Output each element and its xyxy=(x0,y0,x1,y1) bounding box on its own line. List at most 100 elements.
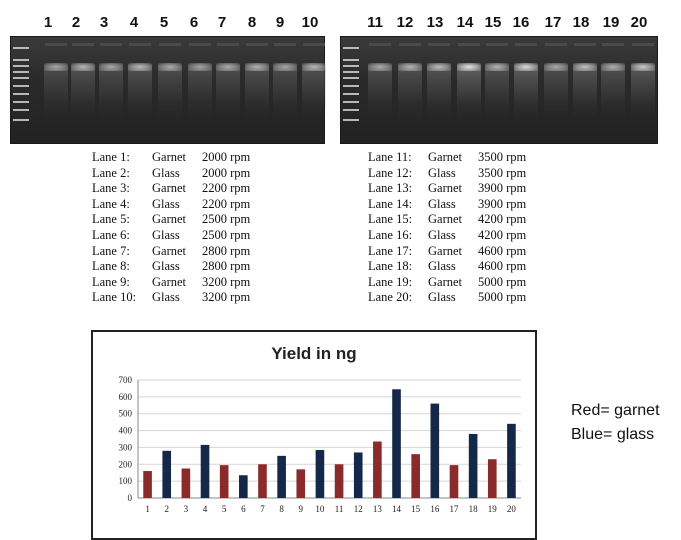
legend-speed: 4200 rpm xyxy=(478,227,527,242)
lane-number: 1 xyxy=(43,14,53,31)
bar xyxy=(296,469,306,498)
gel-well xyxy=(399,43,421,46)
gel-well xyxy=(274,43,296,46)
legend-row: Lane 12: Glass 3500 rpm xyxy=(368,166,526,182)
legend-material: Glass xyxy=(428,196,456,211)
lane-number: 8 xyxy=(247,14,257,31)
gel-image-right xyxy=(340,36,658,144)
legend-speed: 3500 rpm xyxy=(478,150,527,164)
lane-number: 18 xyxy=(572,14,590,31)
bar xyxy=(143,471,152,498)
gel-band xyxy=(273,63,297,71)
ladder-band xyxy=(13,65,29,67)
gel-band xyxy=(573,63,597,71)
ladder-band xyxy=(13,71,29,73)
bar xyxy=(487,459,497,498)
bar xyxy=(430,403,440,498)
x-tick-label: 17 xyxy=(449,504,459,514)
gel-well xyxy=(217,43,239,46)
legend-speed: 2500 rpm xyxy=(202,212,251,227)
legend-row: Lane 15: Garnet 4200 rpm xyxy=(368,212,526,228)
legend-row: Lane 20: Glass 5000 rpm xyxy=(368,290,526,306)
gel-smear xyxy=(544,69,568,119)
legend-material: Glass xyxy=(428,165,456,180)
x-tick-label: 14 xyxy=(392,504,402,514)
ladder-band xyxy=(13,109,29,111)
lane-number: 14 xyxy=(456,14,474,31)
lane-number: 20 xyxy=(630,14,648,31)
ladder-band xyxy=(343,101,359,103)
legend-lane: Lane 15: xyxy=(368,212,413,227)
x-tick-label: 5 xyxy=(222,504,227,514)
gel-well xyxy=(303,43,325,46)
legend-speed: 2200 rpm xyxy=(202,196,251,211)
gel-band xyxy=(544,63,568,71)
lane-number: 15 xyxy=(484,14,502,31)
bar xyxy=(411,454,420,498)
gel-smear xyxy=(485,69,509,119)
gel-image-left xyxy=(10,36,326,144)
legend-material: Glass xyxy=(428,290,456,305)
gel-band xyxy=(158,63,182,71)
legend-lane: Lane 6: xyxy=(92,227,130,242)
y-tick-label: 300 xyxy=(119,442,133,452)
legend-speed: 5000 rpm xyxy=(478,290,527,305)
legend-speed: 2200 rpm xyxy=(202,181,251,196)
ladder-band xyxy=(343,109,359,111)
ladder-band xyxy=(13,119,29,121)
ladder-band xyxy=(343,93,359,95)
legend-speed: 2500 rpm xyxy=(202,227,251,242)
legend-material: Glass xyxy=(428,227,456,242)
x-tick-label: 18 xyxy=(469,504,479,514)
legend-material: Glass xyxy=(152,165,180,180)
legend-speed: 2000 rpm xyxy=(202,150,251,164)
legend-row: Lane 5: Garnet 2500 rpm xyxy=(92,212,250,228)
gel-smear xyxy=(128,69,152,119)
legend-speed: 3200 rpm xyxy=(202,290,251,305)
gel-well xyxy=(458,43,480,46)
legend-lane: Lane 10: xyxy=(92,290,137,305)
x-tick-label: 13 xyxy=(373,504,383,514)
lane-numbers-left: 1 2 3 4 5 6 7 8 9 10 xyxy=(33,14,333,34)
x-tick-label: 6 xyxy=(241,504,246,514)
legend-row: Lane 18: Glass 4600 rpm xyxy=(368,259,526,275)
bar xyxy=(258,464,267,498)
lane-legend-left: Lane 1: Garnet 2000 rpm Lane 2: Glass 2000 rp… xyxy=(92,150,250,306)
bar xyxy=(468,433,478,498)
gel-smear xyxy=(573,69,597,119)
legend-lane: Lane 20: xyxy=(368,290,413,305)
x-tick-label: 9 xyxy=(299,504,304,514)
ladder-band xyxy=(13,93,29,95)
ladder-band xyxy=(343,59,359,61)
gel-well xyxy=(246,43,268,46)
lane-number: 2 xyxy=(71,14,81,31)
legend-speed: 5000 rpm xyxy=(478,274,527,289)
gel-band xyxy=(485,63,509,71)
gel-smear xyxy=(273,69,297,119)
gel-well xyxy=(515,43,537,46)
legend-lane: Lane 2: xyxy=(92,165,130,180)
legend-lane: Lane 14: xyxy=(368,196,413,211)
bar xyxy=(353,452,363,498)
legend-lane: Lane 9: xyxy=(92,274,130,289)
gel-band xyxy=(368,63,392,71)
legend-material: Glass xyxy=(152,290,180,305)
lane-number: 3 xyxy=(99,14,109,31)
ladder-band xyxy=(13,59,29,61)
gel-smear xyxy=(188,69,212,119)
bar xyxy=(181,468,191,498)
gel-well xyxy=(72,43,94,46)
legend-material: Glass xyxy=(428,259,456,274)
color-key: Red= garnet Blue= glass xyxy=(571,399,660,447)
y-tick-label: 600 xyxy=(119,392,133,402)
gel-smear xyxy=(245,69,269,119)
legend-speed: 3200 rpm xyxy=(202,274,251,289)
gel-band xyxy=(427,63,451,71)
bar xyxy=(219,465,229,498)
ladder-band xyxy=(343,47,359,49)
legend-material: Garnet xyxy=(152,243,187,258)
bar xyxy=(239,475,248,498)
bar xyxy=(449,465,459,498)
ladder-band xyxy=(343,71,359,73)
gel-well xyxy=(159,43,181,46)
